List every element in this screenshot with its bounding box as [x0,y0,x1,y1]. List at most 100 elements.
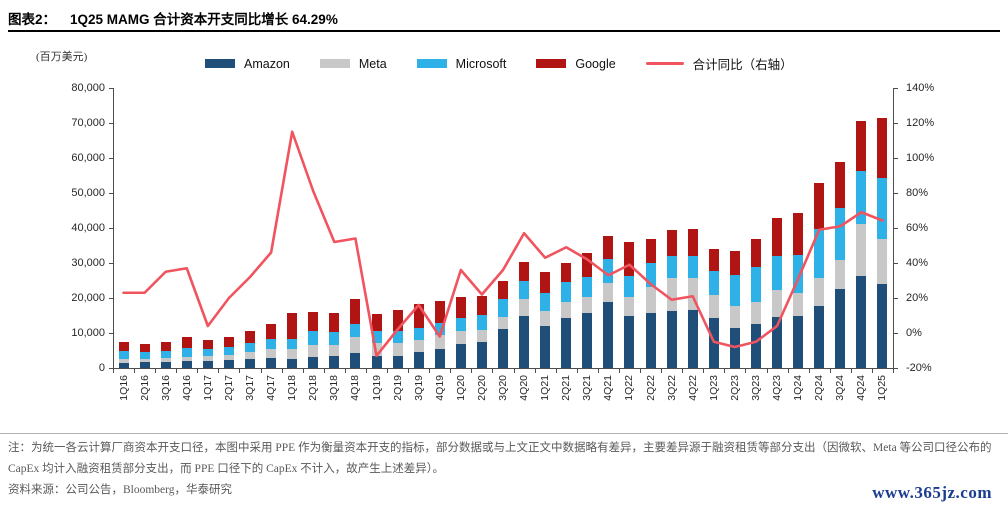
x-axis-label: 3Q19 [412,375,425,401]
bar-segment-microsoft-2Q24 [814,229,825,278]
bar-segment-microsoft-1Q22 [624,275,635,297]
bar-4Q17 [266,324,277,368]
bar-segment-meta-4Q18 [350,337,361,353]
bar-segment-meta-3Q18 [329,344,340,357]
bar-segment-microsoft-3Q23 [750,266,761,302]
bar-segment-microsoft-2Q23 [729,275,740,307]
legend-label: Amazon [244,56,290,71]
bar-segment-microsoft-4Q21 [603,258,614,283]
bar-segment-google-4Q18 [350,298,361,324]
x-axis-label: 1Q17 [201,375,214,401]
x-tick [387,369,389,373]
y-axis-label-right: 40% [906,257,929,269]
bar-segment-microsoft-4Q20 [519,280,530,300]
footnote: 注：为统一各云计算厂商资本开支口径，本图中采用 PPE 作为衡量资本开支的指标，… [8,442,992,475]
bar-segment-meta-2Q19 [392,342,403,357]
y-axis-label-right: 0% [906,327,922,339]
x-tick [703,369,705,373]
x-axis-label: 2Q17 [222,375,235,401]
bar-segment-meta-2Q24 [814,277,825,307]
bar-2Q20 [476,296,487,368]
bar-segment-google-3Q23 [750,238,761,267]
bar-3Q18 [329,313,340,368]
x-tick [787,369,789,373]
bar-segment-google-1Q20 [455,296,466,318]
bar-segment-microsoft-2Q19 [392,331,403,343]
bar-3Q22 [666,230,677,368]
bar-2Q21 [561,262,572,368]
figure-tag: 图表2： [8,12,57,27]
x-axis-label: 3Q21 [581,375,594,401]
bar-segment-google-3Q21 [582,252,593,277]
x-axis-label: 4Q18 [349,375,362,401]
x-tick [218,369,220,373]
x-axis-label: 1Q19 [370,375,383,401]
x-tick [344,369,346,373]
x-axis-label: 2Q16 [138,375,151,401]
y-axis-label-left: 20,000 [71,292,105,304]
x-axis-label: 4Q17 [265,375,278,401]
bar-segment-google-4Q24 [856,121,867,172]
bar-segment-google-3Q18 [329,313,340,332]
x-axis-label: 2Q22 [644,375,657,401]
bar-1Q18 [287,313,298,368]
bar-segment-microsoft-3Q22 [666,255,677,278]
bar-segment-microsoft-3Q20 [498,299,508,317]
bar-segment-meta-2Q20 [476,329,487,342]
bar-segment-meta-4Q16 [181,356,192,362]
x-axis-label: 3Q16 [159,375,172,401]
bar-segment-google-4Q17 [266,324,277,340]
x-tick [724,369,726,373]
x-tick [197,369,199,373]
bar-3Q19 [413,304,424,368]
bar-1Q25 [877,118,888,368]
bar-segment-meta-3Q20 [498,316,508,330]
bar-2Q24 [814,182,825,368]
bar-segment-google-1Q18 [287,313,298,339]
x-axis-label: 3Q22 [665,375,678,401]
bar-segment-google-4Q22 [687,229,698,256]
x-axis [113,368,894,369]
bar-segment-amazon-1Q16 [118,362,129,368]
y-tick-left [109,298,113,299]
x-tick [871,369,873,373]
x-axis-label: 4Q21 [602,375,615,401]
y-tick-left [109,158,113,159]
y-tick-right [894,263,898,264]
x-axis-label: 4Q20 [518,375,531,401]
bar-segment-microsoft-3Q21 [582,276,593,297]
bar-segment-google-4Q21 [603,236,614,259]
bar-segment-microsoft-4Q19 [434,322,445,335]
y-tick-right [894,123,898,124]
x-tick [365,369,367,373]
y-axis-label-left: 70,000 [71,117,105,129]
y-axis-label-left: 30,000 [71,257,105,269]
legend-item-google: Google [536,57,616,71]
bar-segment-meta-1Q25 [877,238,888,284]
bar-segment-google-2Q21 [561,262,572,282]
bar-segment-amazon-1Q25 [877,284,888,368]
y-axis-label-left: 40,000 [71,222,105,234]
bar-segment-meta-3Q16 [160,358,171,363]
x-tick [808,369,810,373]
bar-segment-microsoft-1Q21 [540,292,551,311]
legend-label: 合计同比（右轴） [692,58,793,72]
x-tick [850,369,852,373]
bar-segment-meta-1Q22 [624,296,635,316]
legend-swatch-icon [536,59,567,68]
bar-segment-amazon-2Q24 [814,306,825,368]
x-tick [323,369,325,373]
bar-segment-amazon-3Q22 [666,310,677,368]
bar-segment-meta-2Q17 [223,355,234,360]
bar-segment-amazon-4Q16 [181,361,192,368]
x-tick [134,369,136,373]
x-tick [829,369,831,373]
bar-4Q22 [687,229,698,368]
bar-segment-microsoft-1Q16 [118,350,129,359]
figure-header: 图表2： 1Q25 MAMG 合计资本开支同比增长 64.29% [8,8,338,28]
x-tick [176,369,178,373]
bar-segment-amazon-1Q23 [708,318,719,368]
bar-segment-meta-3Q24 [835,259,846,289]
x-axis-label: 2Q19 [391,375,404,401]
bar-segment-meta-4Q21 [603,282,614,302]
